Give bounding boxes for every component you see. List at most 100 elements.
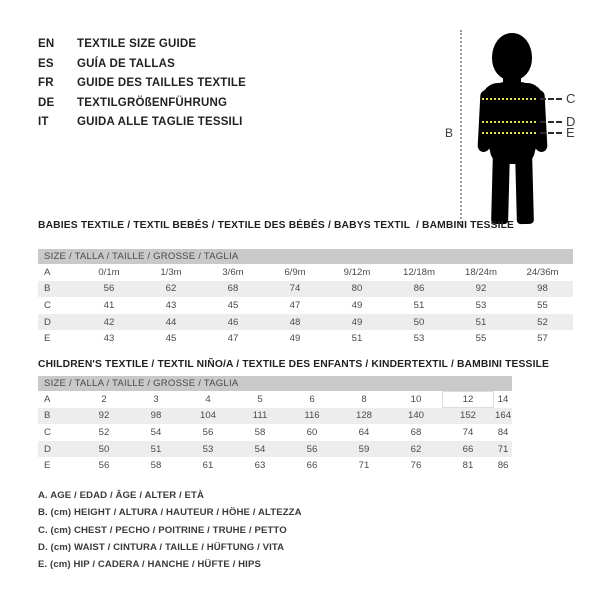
children-size-table: SIZE / TALLA / TAILLE / GROSSE / TAGLIA … <box>38 376 513 474</box>
table-cell: 66 <box>442 440 494 458</box>
legend-item-chest: C. (cm) CHEST / PECHO / POITRINE / TRUHE… <box>38 524 287 536</box>
table-cell: 50 <box>78 440 130 458</box>
table-row: E 43 45 47 49 51 53 55 57 <box>38 330 574 347</box>
table-cell: 86 <box>388 280 450 298</box>
silhouette-right-leg <box>515 151 534 225</box>
table-cell: 62 <box>390 440 442 458</box>
table-row: E 56 58 61 63 66 71 76 81 86 <box>38 457 513 474</box>
table-cell: 45 <box>140 330 202 347</box>
hip-measure-line-icon <box>482 132 536 134</box>
table-cell: 49 <box>326 297 388 314</box>
table-row: C 41 43 45 47 49 51 53 55 <box>38 297 574 314</box>
table-cell: 41 <box>78 297 140 314</box>
table-cell: 164 <box>494 407 513 425</box>
table-cell: 49 <box>264 330 326 347</box>
table-cell: 76 <box>390 457 442 474</box>
table-cell: 12/18m <box>388 264 450 281</box>
table-cell: 24/36m <box>512 264 574 281</box>
table-cell: 64 <box>338 424 390 441</box>
babies-section-title: BABIES TEXTILE / TEXTIL BEBÉS / TEXTILE … <box>38 220 515 231</box>
language-title: GUIDA ALLE TAGLIE TESSILI <box>77 116 243 128</box>
table-cell: 54 <box>130 424 182 441</box>
table-cell: 71 <box>338 457 390 474</box>
table-cell: 9/12m <box>326 264 388 281</box>
table-cell: 3/6m <box>202 264 264 281</box>
table-row: D 42 44 46 48 49 50 51 52 <box>38 313 574 331</box>
table-cell: 4 <box>182 391 234 408</box>
table-cell: 53 <box>450 297 512 314</box>
table-cell: 59 <box>338 440 390 458</box>
table-cell: 14 <box>494 391 513 408</box>
children-section-title: CHILDREN'S TEXTILE / TEXTIL NIÑO/A / TEX… <box>38 359 550 370</box>
language-row-de: DE TEXTILGRÖßENFÜHRUNG <box>38 97 368 117</box>
table-cell: 74 <box>442 424 494 441</box>
row-key: A <box>38 264 78 281</box>
language-code: IT <box>38 116 49 128</box>
table-cell: 6/9m <box>264 264 326 281</box>
table-cell: 6 <box>286 391 338 408</box>
table-cell: 98 <box>512 280 574 298</box>
waist-measure-label: D <box>566 114 576 129</box>
chest-leader-line-icon <box>540 98 562 100</box>
chest-measure-line-icon <box>482 98 536 100</box>
table-cell-highlighted: 12 <box>442 391 494 408</box>
table-cell: 3 <box>130 391 182 408</box>
row-key: D <box>38 440 78 458</box>
table-cell: 51 <box>450 313 512 331</box>
measurement-legend: A. AGE / EDAD / ÂGE / ALTER / ETÀ B. (cm… <box>38 487 302 573</box>
table-cell: 56 <box>78 457 130 474</box>
table-cell: 53 <box>388 330 450 347</box>
table-cell: 62 <box>140 280 202 298</box>
table-row: B 56 62 68 74 80 86 92 98 <box>38 280 574 298</box>
table-cell: 43 <box>140 297 202 314</box>
row-key: B <box>38 407 78 425</box>
chest-measure-label: C <box>566 91 576 106</box>
table-cell: 10 <box>390 391 442 408</box>
legend-item-hip: E. (cm) HIP / CADERA / HANCHE / HÜFTE / … <box>38 559 261 571</box>
table-cell: 56 <box>286 440 338 458</box>
table-cell: 54 <box>234 440 286 458</box>
table-cell: 18/24m <box>450 264 512 281</box>
language-code: EN <box>38 38 55 50</box>
row-key: E <box>38 330 78 347</box>
row-key: C <box>38 297 78 314</box>
table-cell: 80 <box>326 280 388 298</box>
table-cell: 46 <box>202 313 264 331</box>
table-cell: 55 <box>512 297 574 314</box>
language-title: TEXTILGRÖßENFÜHRUNG <box>77 96 228 109</box>
row-key: D <box>38 313 78 331</box>
language-title: GUÍA DE TALLAS <box>77 57 175 70</box>
table-cell: 0/1m <box>78 264 140 281</box>
table-cell: 52 <box>512 313 574 331</box>
table-cell: 5 <box>234 391 286 408</box>
children-table-header-row: SIZE / TALLA / TAILLE / GROSSE / TAGLIA <box>38 376 513 391</box>
table-cell: 71 <box>494 440 513 458</box>
table-cell: 66 <box>286 457 338 474</box>
table-cell: 44 <box>140 313 202 331</box>
height-guide-line-icon <box>460 30 462 226</box>
table-cell: 63 <box>234 457 286 474</box>
babies-size-table: SIZE / TALLA / TAILLE / GROSSE / TAGLIA … <box>38 249 574 347</box>
language-title-list: EN TEXTILE SIZE GUIDE ES GUÍA DE TALLAS … <box>38 38 368 136</box>
table-cell: 55 <box>450 330 512 347</box>
table-cell: 92 <box>78 407 130 425</box>
table-cell: 49 <box>326 313 388 331</box>
table-row: B 92 98 104 111 116 128 140 152 164 <box>38 407 513 425</box>
language-row-es: ES GUÍA DE TALLAS <box>38 58 368 78</box>
table-cell: 1/3m <box>140 264 202 281</box>
height-measure-label: B <box>444 126 455 140</box>
table-cell: 86 <box>494 457 513 474</box>
silhouette-leg-gap <box>470 28 477 86</box>
table-cell: 51 <box>130 440 182 458</box>
table-cell: 56 <box>78 280 140 298</box>
waist-measure-line-icon <box>482 121 536 123</box>
row-key: A <box>38 391 78 408</box>
language-row-fr: FR GUIDE DES TAILLES TEXTILE <box>38 77 368 97</box>
children-size-header-label: SIZE / TALLA / TAILLE / GROSSE / TAGLIA <box>38 376 513 391</box>
row-key: C <box>38 424 78 441</box>
table-cell: 47 <box>264 297 326 314</box>
table-cell: 140 <box>390 407 442 425</box>
waist-leader-line-icon <box>540 121 562 123</box>
table-cell: 52 <box>78 424 130 441</box>
table-cell: 57 <box>512 330 574 347</box>
